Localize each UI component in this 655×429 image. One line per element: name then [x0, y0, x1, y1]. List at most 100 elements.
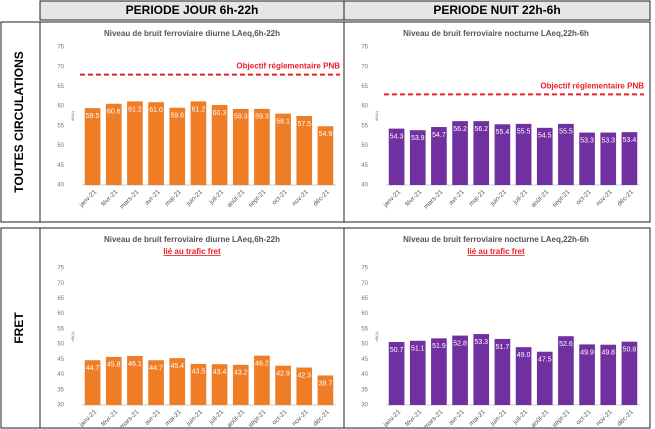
- data-label: 55.5: [559, 129, 573, 136]
- bar: [190, 363, 207, 405]
- bar: [515, 123, 532, 185]
- data-label: 53.3: [580, 137, 594, 144]
- bar: [536, 351, 553, 405]
- x-tick-label: oct-21: [271, 188, 289, 206]
- y-axis-label: dB(A): [374, 331, 379, 342]
- x-tick-label: mars-21: [423, 408, 445, 429]
- y-tick-label: 50: [57, 342, 64, 348]
- data-label: 59.3: [255, 114, 269, 121]
- bar: [148, 102, 164, 185]
- bar: [169, 107, 186, 185]
- bar: [84, 360, 101, 405]
- data-label: 47.5: [538, 357, 552, 364]
- x-tick-label: déc-21: [312, 408, 331, 427]
- y-tick-label: 50: [57, 143, 64, 149]
- y-tick-label: 50: [361, 342, 368, 348]
- y-tick-label: 70: [57, 64, 64, 70]
- bar: [232, 364, 249, 405]
- x-tick-label: mai-21: [468, 408, 487, 427]
- bar: [600, 344, 617, 405]
- x-tick-label: janv-21: [77, 188, 98, 209]
- data-label: 56.2: [453, 126, 467, 133]
- data-label: 54.7: [432, 132, 446, 139]
- x-tick-label: mars-21: [423, 188, 445, 210]
- row-box: [0, 227, 651, 429]
- chart-subtitle: lié au trafic fret: [467, 247, 525, 256]
- bar: [148, 360, 164, 405]
- y-tick-label: 70: [361, 281, 368, 287]
- x-tick-label: mars-21: [119, 408, 141, 429]
- y-tick-label: 40: [57, 183, 64, 189]
- y-axis-label: dB(A): [374, 110, 379, 121]
- bar: [558, 336, 574, 405]
- row-header: FRET: [12, 312, 26, 344]
- y-tick-label: 30: [57, 403, 64, 409]
- y-tick-label: 65: [57, 84, 64, 90]
- y-tick-label: 70: [361, 64, 368, 70]
- data-label: 59.5: [86, 113, 100, 120]
- x-tick-label: mars-21: [119, 188, 141, 210]
- bar: [431, 127, 447, 185]
- bar: [621, 132, 638, 185]
- bar: [127, 355, 143, 405]
- x-tick-label: nov-21: [291, 408, 310, 427]
- bar: [558, 123, 574, 185]
- data-label: 53.3: [474, 339, 488, 346]
- data-label: 49.9: [580, 349, 594, 356]
- data-label: 58.1: [276, 118, 290, 125]
- x-tick-label: févr-21: [404, 408, 424, 428]
- x-tick-label: sept-21: [247, 188, 268, 209]
- data-label: 60.6: [107, 109, 121, 116]
- bar: [84, 108, 101, 185]
- chart-title: Niveau de bruit ferroviaire nocturne LAe…: [403, 235, 589, 244]
- y-tick-label: 60: [57, 104, 64, 110]
- data-label: 49.0: [517, 352, 531, 359]
- data-label: 51.7: [496, 344, 510, 351]
- y-tick-label: 55: [57, 123, 64, 129]
- data-label: 44.7: [149, 365, 163, 372]
- x-tick-label: avr-21: [448, 188, 466, 206]
- data-label: 59.6: [170, 113, 184, 120]
- y-tick-label: 55: [57, 326, 64, 332]
- data-label: 42.9: [276, 371, 290, 378]
- chart-title: Niveau de bruit ferroviaire diurne LAeq,…: [104, 235, 280, 244]
- bar: [296, 116, 313, 185]
- y-tick-label: 40: [361, 372, 368, 378]
- bar: [275, 365, 291, 405]
- y-tick-label: 60: [361, 311, 368, 317]
- threshold-label: Objectif réglementaire PNB: [236, 62, 340, 71]
- x-tick-label: janv-21: [381, 408, 402, 429]
- bar: [105, 356, 122, 405]
- x-tick-label: févr-21: [404, 188, 424, 208]
- x-tick-label: juin-21: [489, 188, 509, 208]
- x-tick-label: juil-21: [511, 408, 529, 426]
- bar: [190, 101, 207, 185]
- y-tick-label: 45: [57, 357, 64, 363]
- y-axis-label: dB(A): [70, 110, 75, 121]
- x-tick-label: juil-21: [207, 188, 225, 206]
- y-tick-label: 60: [57, 311, 64, 317]
- data-label: 43.5: [192, 369, 206, 376]
- y-tick-label: 35: [361, 387, 368, 393]
- x-tick-label: juil-21: [511, 188, 529, 206]
- bar: [452, 335, 468, 405]
- column-header-box: [343, 0, 651, 21]
- data-label: 43.4: [213, 369, 227, 376]
- x-tick-label: août-21: [226, 408, 247, 429]
- y-tick-label: 55: [361, 326, 368, 332]
- x-tick-label: nov-21: [595, 188, 614, 207]
- x-tick-label: oct-21: [271, 408, 289, 426]
- x-tick-label: oct-21: [575, 188, 593, 206]
- bar: [275, 113, 291, 185]
- data-label: 56.2: [474, 126, 488, 133]
- y-tick-label: 60: [361, 104, 368, 110]
- data-label: 53.4: [623, 137, 637, 144]
- row-box: [0, 21, 651, 223]
- bar: [211, 364, 228, 405]
- data-label: 52.6: [559, 341, 573, 348]
- data-label: 52.8: [453, 340, 467, 347]
- y-tick-label: 35: [57, 387, 64, 393]
- x-tick-label: nov-21: [595, 408, 614, 427]
- data-label: 46.1: [128, 361, 142, 368]
